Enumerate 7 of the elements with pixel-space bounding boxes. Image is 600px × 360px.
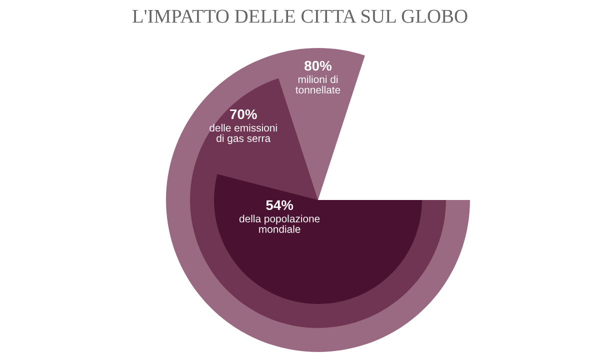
category-label: della popolazione mondiale: [239, 214, 320, 233]
category-label: delle emissioni di gas serra: [210, 124, 277, 144]
category-label: milioni di tonnellate: [296, 75, 340, 94]
data-label: 80%: [304, 60, 332, 71]
data-label: 54%: [266, 200, 294, 210]
data-label: 70%: [230, 109, 257, 120]
text: L'IMPATTO DELLE CITTA SUL GLOBO: [132, 10, 468, 23]
